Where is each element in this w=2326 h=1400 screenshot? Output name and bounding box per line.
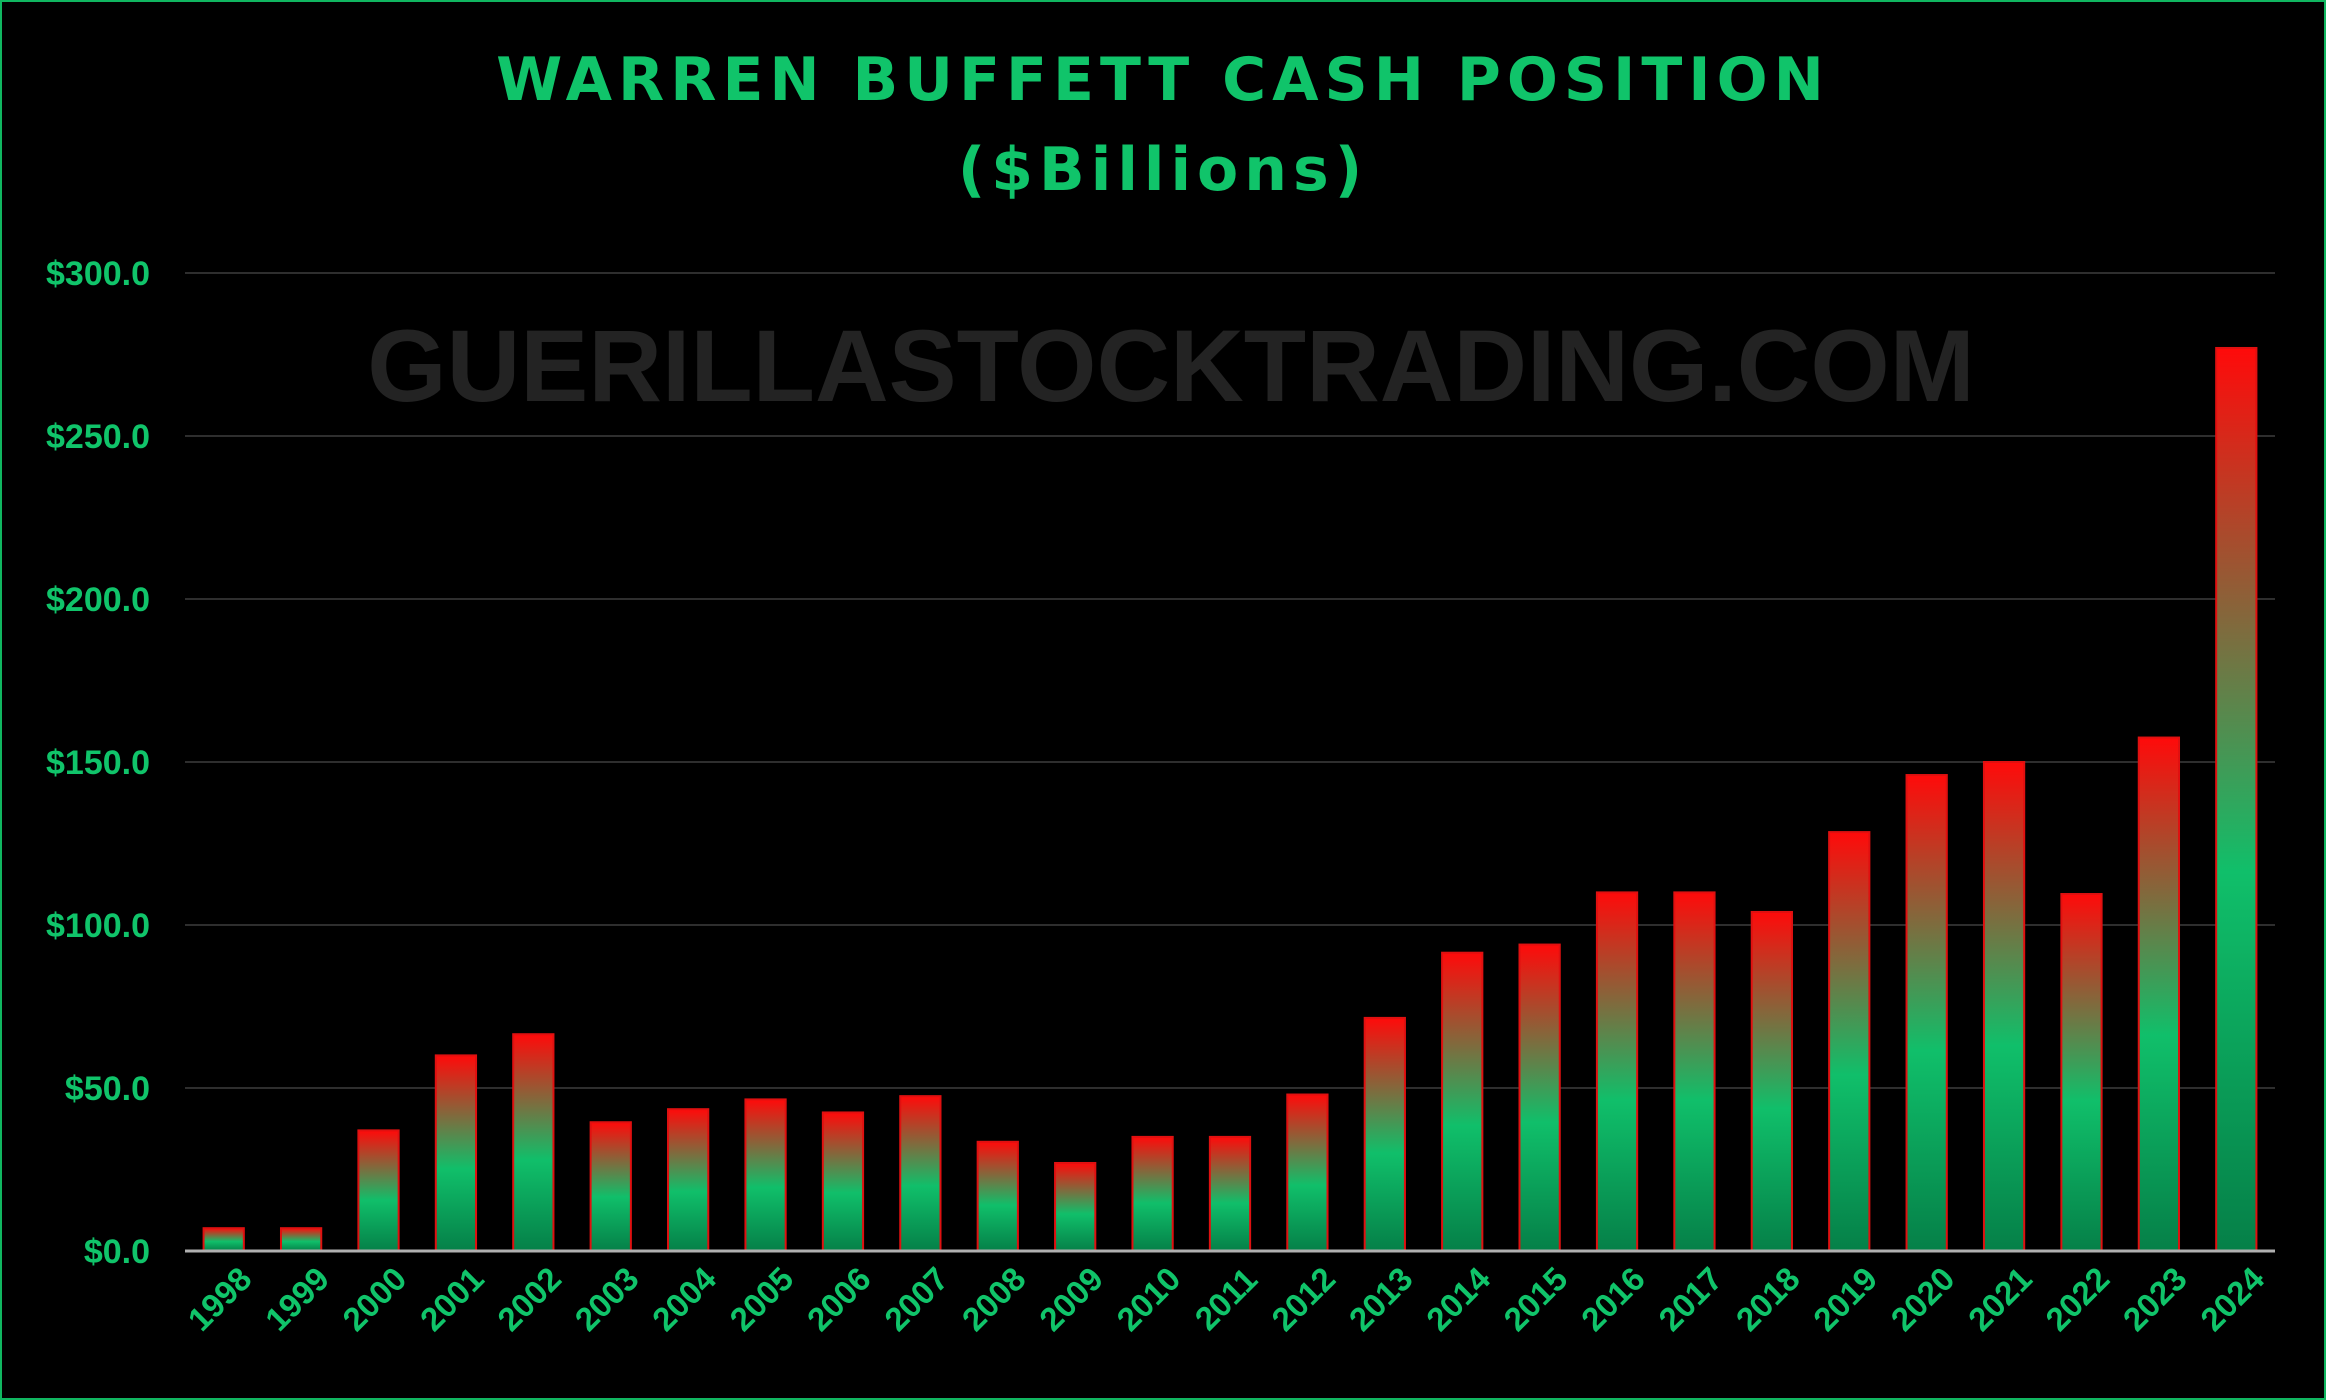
bar-2014 (1441, 951, 1484, 1253)
bar-2024 (2215, 346, 2258, 1253)
x-tick-label: 2003 (568, 1260, 646, 1338)
bar-2006 (821, 1111, 865, 1252)
y-tick-label: $50.0 (65, 1070, 150, 1108)
bar-2022 (2060, 893, 2103, 1253)
chart-subtitle: ($Billions) (958, 135, 1368, 205)
bar-2009 (1054, 1161, 1097, 1252)
bar-2011 (1208, 1135, 1252, 1253)
x-tick-label: 2021 (1961, 1260, 2039, 1338)
bar-2021 (1982, 761, 2026, 1252)
x-tick-label: 2015 (1496, 1260, 1574, 1338)
x-tick-label: 2019 (1806, 1260, 1884, 1338)
x-axis-ticks: 1998 1999 2000 2001 2002 2003 2004 2005 2006 2007… (181, 1259, 2272, 1338)
x-tick-label: 2018 (1729, 1260, 1807, 1338)
x-tick-label: 2011 (1187, 1260, 1264, 1337)
bar-2001 (434, 1054, 478, 1253)
bar-2018 (1750, 910, 1793, 1253)
bar-2008 (976, 1140, 1019, 1253)
bar-2012 (1286, 1093, 1329, 1253)
bar-2010 (1131, 1135, 1174, 1253)
x-tick-label: 1998 (181, 1260, 259, 1338)
x-tick-label: 2000 (335, 1260, 413, 1338)
y-axis-ticks: $0.0 $50.0 $100.0 $150.0 $200.0 $250.0 $300.0 (46, 255, 150, 1271)
y-tick-label: $300.0 (46, 255, 150, 293)
x-tick-label: 2024 (2193, 1259, 2272, 1338)
x-tick-label: 2010 (1109, 1260, 1187, 1338)
bar-2019 (1828, 831, 1871, 1253)
x-tick-label: 1999 (258, 1260, 336, 1338)
x-tick-label: 2008 (955, 1260, 1033, 1338)
bar-1999 (279, 1227, 323, 1253)
x-tick-label: 2002 (490, 1260, 568, 1338)
x-tick-label: 2022 (2038, 1260, 2116, 1338)
x-tick-label: 2023 (2116, 1260, 2194, 1338)
bar-1998 (202, 1227, 245, 1253)
x-tick-label: 2020 (1883, 1260, 1961, 1338)
x-tick-label: 2017 (1651, 1260, 1729, 1338)
y-tick-label: $0.0 (84, 1233, 150, 1271)
y-tick-label: $150.0 (46, 744, 150, 782)
x-tick-label: 2006 (800, 1260, 878, 1338)
x-tick-label: 2014 (1419, 1259, 1498, 1338)
bar-2017 (1673, 891, 1716, 1253)
x-tick-label: 2016 (1574, 1260, 1652, 1338)
x-tick-label: 2004 (645, 1259, 724, 1338)
y-tick-label: $250.0 (46, 418, 150, 456)
bars (202, 346, 2258, 1253)
x-tick-label: 2012 (1264, 1260, 1342, 1338)
bar-2003 (589, 1121, 632, 1252)
bar-2005 (744, 1098, 787, 1253)
bar-2004 (667, 1108, 710, 1252)
bar-2007 (899, 1095, 942, 1253)
bar-2000 (357, 1129, 400, 1253)
x-tick-label: 2009 (1032, 1260, 1110, 1338)
chart-title: WARREN BUFFETT CASH POSITION (496, 45, 1830, 115)
y-tick-label: $200.0 (46, 581, 150, 619)
x-tick-label: 2001 (413, 1260, 491, 1338)
y-tick-label: $100.0 (46, 907, 150, 945)
bar-2013 (1363, 1016, 1406, 1252)
watermark: GUERILLASTOCKTRADING.COM (367, 309, 1974, 423)
bar-2020 (1905, 774, 1948, 1252)
bar-2023 (2137, 736, 2181, 1252)
x-tick-label: 2005 (722, 1260, 800, 1338)
x-tick-label: 2007 (877, 1260, 955, 1338)
x-tick-label: 2013 (1342, 1260, 1420, 1338)
bar-2002 (512, 1033, 555, 1252)
bar-2016 (1595, 891, 1639, 1253)
bar-2015 (1518, 943, 1561, 1252)
